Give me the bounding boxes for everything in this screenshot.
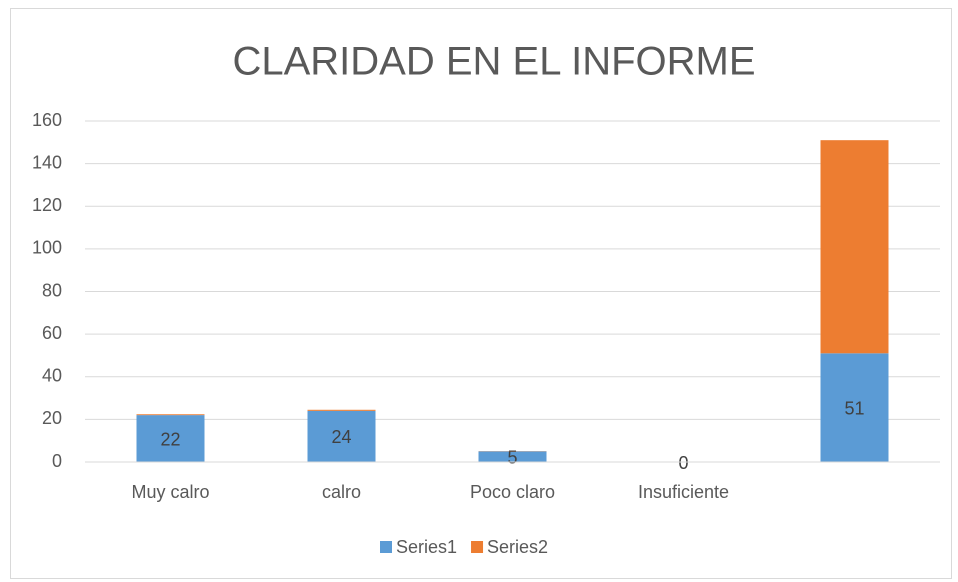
data-label: 0 (678, 453, 688, 473)
bar-segment (820, 353, 889, 462)
data-label: 24 (331, 427, 351, 447)
x-tick-label: calro (322, 482, 361, 502)
data-label: 51 (844, 398, 864, 418)
legend-swatch (380, 541, 392, 553)
bar-segment (136, 415, 205, 462)
bar-segment (136, 414, 205, 416)
x-tick-label: Poco claro (470, 482, 555, 502)
bar-segment (820, 140, 889, 354)
legend-label: Series2 (487, 537, 548, 557)
legend-swatch (471, 541, 484, 553)
data-label: 22 (160, 429, 180, 449)
bar-segment (478, 451, 547, 462)
y-tick-label: 60 (42, 323, 62, 343)
bar-segment (307, 409, 376, 411)
data-label: 5 (507, 447, 517, 467)
bar-segment (307, 410, 376, 462)
y-tick-label: 100 (32, 238, 62, 258)
y-tick-label: 120 (32, 195, 62, 215)
y-tick-label: 80 (42, 280, 62, 300)
chart-title: CLARIDAD EN EL INFORME (232, 40, 755, 84)
chart-frame (10, 8, 952, 579)
x-tick-label: Muy calro (131, 482, 209, 502)
y-tick-label: 40 (42, 366, 62, 386)
x-tick-label: Insuficiente (638, 482, 729, 502)
y-tick-label: 140 (32, 152, 62, 172)
y-tick-label: 20 (42, 408, 62, 428)
y-tick-label: 0 (52, 451, 62, 471)
legend-label: Series1 (396, 537, 457, 557)
y-tick-label: 160 (32, 110, 62, 130)
